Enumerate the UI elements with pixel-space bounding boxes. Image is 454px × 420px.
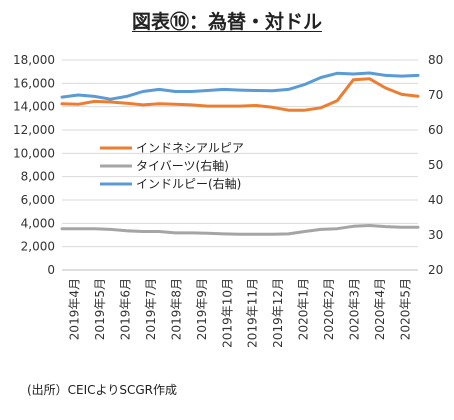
right-tick-label: 20 bbox=[428, 263, 443, 277]
chart-title: 図表⑩：為替・対ドル bbox=[131, 11, 322, 33]
x-tick-label: 2020年3月 bbox=[347, 278, 361, 340]
series-line bbox=[60, 224, 420, 236]
right-axis-ticks: 20 30 40 50 60 70 80 bbox=[428, 53, 443, 277]
right-tick-label: 60 bbox=[428, 123, 443, 137]
left-tick-label: 2,000 bbox=[21, 240, 55, 254]
legend-label: インドネシアルピア bbox=[136, 141, 244, 155]
left-tick-label: 4,000 bbox=[21, 216, 55, 230]
x-tick-label: 2019年9月 bbox=[195, 278, 209, 340]
series-line bbox=[60, 77, 420, 112]
x-tick-label: 2019年11月 bbox=[246, 278, 260, 348]
x-tick-label: 2020年4月 bbox=[373, 278, 387, 340]
left-tick-label: 10,000 bbox=[13, 146, 55, 160]
x-tick-label: 2020年2月 bbox=[322, 278, 336, 340]
x-axis-ticks: 2019年4月 2019年5月 2019年6月 2019年7月 2019年8月 2019年… bbox=[62, 269, 418, 348]
left-tick-label: 0 bbox=[47, 263, 55, 277]
right-tick-label: 30 bbox=[428, 228, 443, 242]
x-tick-label: 2019年7月 bbox=[144, 278, 158, 340]
left-tick-label: 16,000 bbox=[13, 76, 55, 90]
left-tick-label: 12,000 bbox=[13, 123, 55, 137]
series-lines bbox=[60, 71, 420, 236]
x-tick-label: 2019年12月 bbox=[271, 278, 285, 348]
x-tick-label: 2019年10月 bbox=[220, 278, 234, 348]
x-tick-label: 2019年6月 bbox=[119, 278, 133, 340]
legend-label: タイバーツ(右軸) bbox=[136, 158, 229, 173]
source-note: (出所）CEICよりSCGR作成 bbox=[27, 383, 177, 397]
series-line bbox=[60, 71, 420, 101]
right-tick-label: 70 bbox=[428, 88, 443, 102]
right-tick-label: 50 bbox=[428, 158, 443, 172]
left-axis-ticks: 0 2,000 4,000 6,000 8,000 10,000 12,000 14,000 1… bbox=[13, 53, 55, 277]
left-tick-label: 14,000 bbox=[13, 100, 55, 114]
x-tick-label: 2020年5月 bbox=[398, 278, 412, 340]
legend-label: インドルピー(右軸) bbox=[136, 176, 241, 191]
x-tick-label: 2020年1月 bbox=[297, 278, 311, 340]
right-tick-label: 80 bbox=[428, 53, 443, 67]
x-tick-label: 2019年5月 bbox=[93, 278, 107, 340]
right-tick-label: 40 bbox=[428, 193, 443, 207]
left-tick-label: 6,000 bbox=[21, 193, 55, 207]
x-tick-label: 2019年8月 bbox=[169, 278, 183, 340]
left-tick-label: 18,000 bbox=[13, 53, 55, 67]
x-tick-label: 2019年4月 bbox=[68, 278, 82, 340]
left-tick-label: 8,000 bbox=[21, 170, 55, 184]
